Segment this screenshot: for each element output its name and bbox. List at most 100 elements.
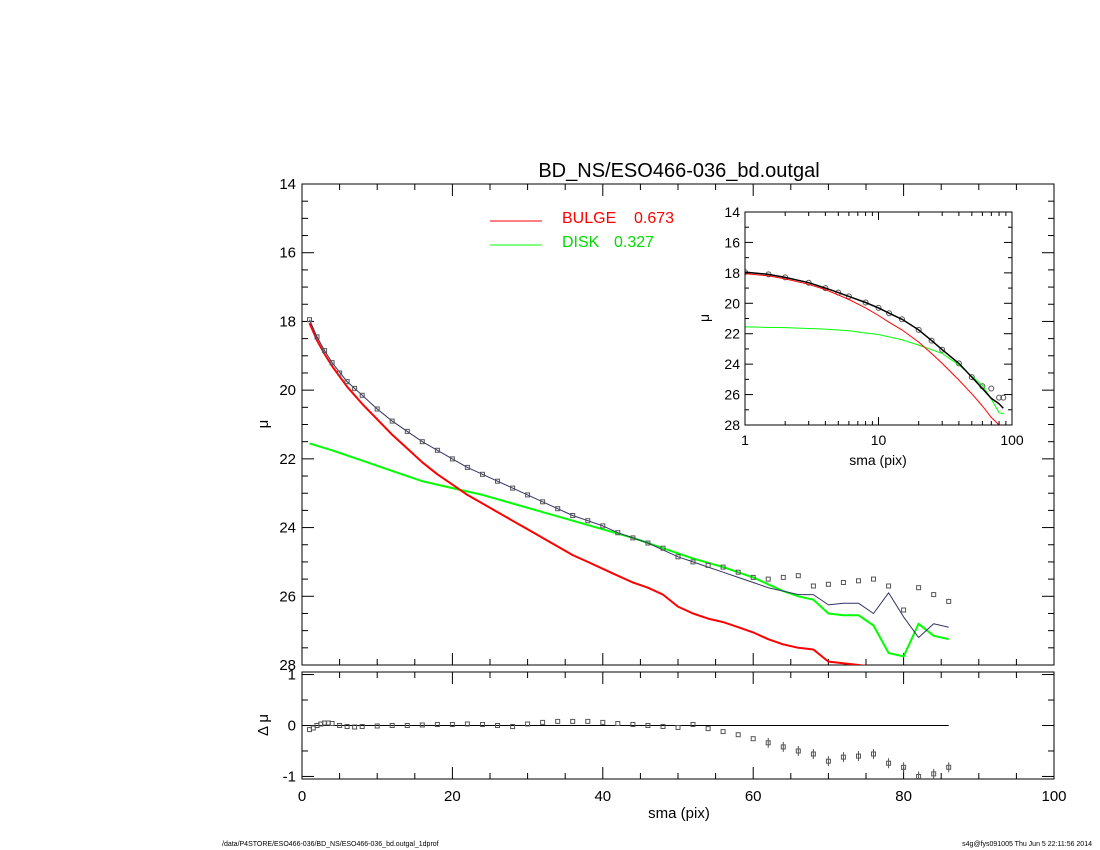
residual-x-tick-label: 60	[745, 788, 762, 805]
observed-point-15	[480, 471, 485, 477]
residual-point-19	[495, 723, 500, 728]
observed-point-36	[795, 573, 801, 579]
inset-observed-point-15	[968, 374, 975, 381]
residual-point-41	[825, 758, 831, 764]
observed-point-33	[750, 574, 756, 580]
residual-point-37	[765, 740, 771, 746]
residual-point-25	[585, 718, 591, 724]
observed-point-3	[329, 360, 335, 366]
residual-point-7	[337, 723, 343, 728]
observed-point-45	[931, 592, 937, 598]
observed-point-35	[780, 574, 786, 580]
residual-point-15	[434, 722, 440, 727]
observed-point-25	[630, 535, 636, 541]
observed-point-43	[901, 607, 907, 613]
observed-point-24	[615, 530, 621, 536]
inset-x-tick-label: 1	[741, 432, 749, 448]
inset-background	[745, 212, 1012, 425]
residual-point-31	[675, 725, 681, 730]
inset-observed-point-10	[899, 316, 905, 323]
observed-point-37	[810, 583, 816, 589]
observed-point-20	[555, 506, 561, 512]
observed-point-12	[434, 447, 440, 453]
residual-point-35	[735, 732, 741, 738]
observed-point-40	[856, 578, 861, 584]
inset-y-tick-label: 14	[724, 204, 740, 220]
residual-x-tick-label: 40	[594, 788, 611, 805]
observed-point-30	[705, 562, 711, 568]
inset-observed-point-11	[915, 326, 922, 333]
observed-point-11	[419, 439, 425, 445]
residual-x-tick-label: 100	[1041, 788, 1066, 805]
inset-x-label: sma (pix)	[849, 452, 907, 468]
inset-axis-ticks: 14 16 18 20 22 24 26 281 10 100	[724, 204, 1023, 448]
inset-y-tick-label: 16	[724, 234, 740, 250]
residual-point-20	[510, 724, 516, 729]
legend-value-bulge: 0.673	[634, 210, 674, 227]
residual-x-tick-label: 20	[444, 788, 461, 805]
observed-point-28	[675, 554, 681, 560]
residual-point-10	[359, 724, 365, 729]
inset-log-panel: 14 16 18 20 22 24 26 281 10 100 sma (pix) μ	[696, 204, 1024, 468]
observed-point-16	[495, 478, 500, 484]
residual-y-tick-label: 1	[288, 667, 296, 684]
residual-point-24	[570, 718, 576, 724]
residual-point-47	[916, 774, 922, 779]
inset-y-tick-label: 28	[724, 417, 740, 433]
main-axis-ticks: 14 16 18 20 22 24 26 28	[279, 176, 1055, 674]
residual-x-tick-label: 0	[298, 788, 306, 805]
main-profile-panel: BD_NS/ESO466-036_bd.outgal 14 16 18 20 22 24 2…	[255, 160, 1055, 674]
residual-point-40	[810, 751, 816, 757]
residual-panel: 10-10 20 40 60 80 100 sma (pix) Δ μ	[255, 667, 1067, 822]
inset-observed-point-18	[996, 394, 1003, 401]
main-title: BD_NS/ESO466-036_bd.outgal	[538, 160, 819, 182]
footer-file-path: /data/P4STORE/ESO466-036/BD_NS/ESO466-03…	[222, 841, 439, 848]
inset-observed-point-4	[822, 285, 829, 292]
disk-line	[309, 442, 949, 658]
observed-point-9	[389, 418, 395, 424]
model-line	[309, 319, 949, 638]
residual-point-30	[660, 724, 666, 729]
residual-point-21	[525, 721, 531, 727]
inset-y-tick-label: 24	[724, 356, 740, 372]
inset-model-line	[745, 271, 1004, 409]
residual-point-23	[555, 718, 561, 724]
main-y-tick-label: 16	[279, 245, 296, 262]
observed-point-2	[322, 348, 328, 354]
residual-point-29	[645, 723, 651, 728]
observed-point-39	[840, 580, 846, 585]
observed-point-23	[600, 523, 606, 529]
inset-observed-point-8	[875, 304, 882, 311]
observed-point-29	[690, 559, 696, 565]
residual-point-16	[449, 722, 455, 727]
footer-timestamp: s4g@fys091005 Thu Jun 5 22:11:56 2014	[962, 841, 1092, 848]
inset-y-tick-label: 20	[724, 295, 740, 311]
inset-bulge-line	[745, 273, 1000, 425]
inset-observed-point-7	[862, 299, 869, 306]
observed-point-46	[946, 598, 952, 604]
inset-y-label: μ	[696, 314, 712, 322]
legend-label-bulge: BULGE	[562, 210, 616, 227]
observed-point-4	[337, 370, 343, 376]
observed-point-14	[464, 464, 470, 470]
inset-observed-point-12	[928, 337, 935, 344]
residual-point-9	[352, 724, 358, 730]
inset-observed-point-9	[886, 310, 893, 317]
observed-point-19	[540, 499, 546, 505]
residual-y-tick-label: -1	[283, 768, 296, 785]
residual-point-6	[329, 721, 335, 726]
legend-value-disk: 0.327	[614, 234, 654, 251]
observed-point-8	[374, 406, 380, 412]
observed-point-18	[525, 492, 531, 498]
observed-point-31	[720, 564, 726, 570]
main-y-tick-label: 20	[279, 382, 296, 399]
residual-point-26	[600, 719, 606, 725]
inset-observed-point-17	[988, 385, 995, 392]
residual-x-label: sma (pix)	[648, 805, 710, 822]
residual-point-38	[780, 744, 786, 750]
observed-point-41	[871, 576, 876, 582]
inset-y-tick-label: 18	[724, 265, 740, 281]
residual-point-11	[374, 723, 380, 729]
residual-point-39	[795, 748, 801, 754]
